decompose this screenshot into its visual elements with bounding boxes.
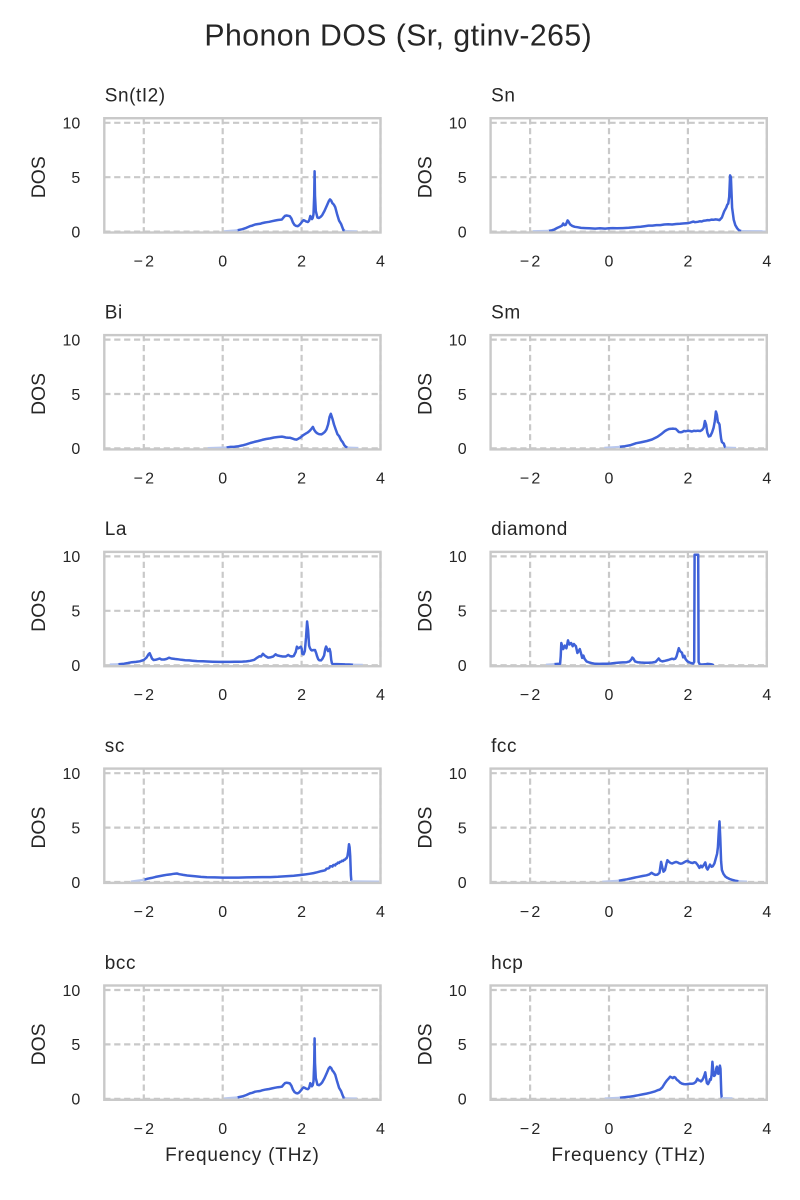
svg-text:DOS: DOS (28, 1023, 50, 1065)
svg-text:4: 4 (376, 904, 385, 921)
svg-text:10: 10 (63, 766, 81, 783)
svg-text:0: 0 (605, 254, 614, 271)
svg-text:4: 4 (376, 1121, 385, 1138)
svg-text:2: 2 (683, 254, 692, 271)
svg-text:Sm: Sm (491, 302, 521, 323)
svg-text:diamond: diamond (491, 519, 568, 540)
svg-text:2: 2 (683, 904, 692, 921)
svg-text:Frequency (THz): Frequency (THz) (165, 1145, 320, 1166)
svg-text:DOS: DOS (414, 156, 436, 198)
svg-text:fcc: fcc (491, 736, 517, 757)
svg-text:10: 10 (63, 983, 81, 1000)
svg-text:DOS: DOS (28, 156, 50, 198)
svg-text:0: 0 (605, 470, 614, 487)
svg-text:2: 2 (297, 1121, 306, 1138)
svg-text:10: 10 (63, 332, 81, 349)
svg-text:4: 4 (762, 904, 771, 921)
svg-text:hcp: hcp (491, 953, 523, 974)
svg-text:10: 10 (63, 116, 81, 133)
svg-text:2: 2 (297, 254, 306, 271)
svg-text:0: 0 (218, 1121, 227, 1138)
svg-text:2: 2 (297, 470, 306, 487)
svg-text:5: 5 (71, 387, 80, 404)
svg-text:bcc: bcc (105, 953, 136, 974)
svg-text:DOS: DOS (414, 1023, 436, 1065)
svg-text:4: 4 (762, 470, 771, 487)
svg-text:5: 5 (458, 1037, 467, 1054)
svg-text:0: 0 (71, 658, 80, 675)
svg-text:2: 2 (297, 687, 306, 704)
svg-text:0: 0 (458, 224, 467, 241)
svg-text:Phonon DOS (Sr, gtinv-265): Phonon DOS (Sr, gtinv-265) (204, 20, 592, 53)
svg-text:0: 0 (71, 224, 80, 241)
svg-text:0: 0 (458, 441, 467, 458)
svg-text:10: 10 (449, 766, 467, 783)
svg-text:Frequency (THz): Frequency (THz) (551, 1145, 706, 1166)
svg-text:5: 5 (71, 604, 80, 621)
svg-text:10: 10 (449, 549, 467, 566)
svg-text:Sn: Sn (491, 86, 515, 107)
svg-text:DOS: DOS (28, 373, 50, 415)
svg-text:5: 5 (458, 387, 467, 404)
svg-text:Sn(tI2): Sn(tI2) (105, 86, 166, 107)
svg-text:DOS: DOS (414, 590, 436, 632)
svg-text:4: 4 (762, 254, 771, 271)
svg-text:DOS: DOS (28, 590, 50, 632)
svg-text:5: 5 (458, 820, 467, 837)
svg-text:0: 0 (605, 1121, 614, 1138)
svg-text:2: 2 (683, 1121, 692, 1138)
svg-text:5: 5 (458, 604, 467, 621)
svg-text:10: 10 (449, 116, 467, 133)
svg-text:Bi: Bi (105, 302, 123, 323)
svg-text:5: 5 (71, 170, 80, 187)
svg-text:4: 4 (762, 1121, 771, 1138)
svg-text:0: 0 (218, 470, 227, 487)
svg-text:0: 0 (458, 658, 467, 675)
svg-text:4: 4 (376, 687, 385, 704)
svg-text:10: 10 (63, 549, 81, 566)
svg-text:10: 10 (449, 332, 467, 349)
svg-text:DOS: DOS (414, 373, 436, 415)
svg-text:4: 4 (762, 687, 771, 704)
svg-text:10: 10 (449, 983, 467, 1000)
svg-text:0: 0 (458, 1092, 467, 1109)
svg-text:0: 0 (218, 254, 227, 271)
svg-text:2: 2 (683, 470, 692, 487)
svg-text:4: 4 (376, 254, 385, 271)
svg-text:2: 2 (683, 687, 692, 704)
svg-text:0: 0 (605, 687, 614, 704)
svg-text:0: 0 (605, 904, 614, 921)
svg-text:DOS: DOS (28, 807, 50, 849)
svg-text:5: 5 (458, 170, 467, 187)
svg-text:5: 5 (71, 820, 80, 837)
svg-text:0: 0 (218, 904, 227, 921)
svg-text:5: 5 (71, 1037, 80, 1054)
svg-text:0: 0 (71, 875, 80, 892)
svg-text:4: 4 (376, 470, 385, 487)
svg-text:0: 0 (458, 875, 467, 892)
svg-text:La: La (105, 519, 127, 540)
svg-text:DOS: DOS (414, 807, 436, 849)
svg-text:0: 0 (71, 1092, 80, 1109)
svg-text:sc: sc (105, 736, 125, 757)
svg-text:0: 0 (218, 687, 227, 704)
svg-text:0: 0 (71, 441, 80, 458)
svg-text:2: 2 (297, 904, 306, 921)
